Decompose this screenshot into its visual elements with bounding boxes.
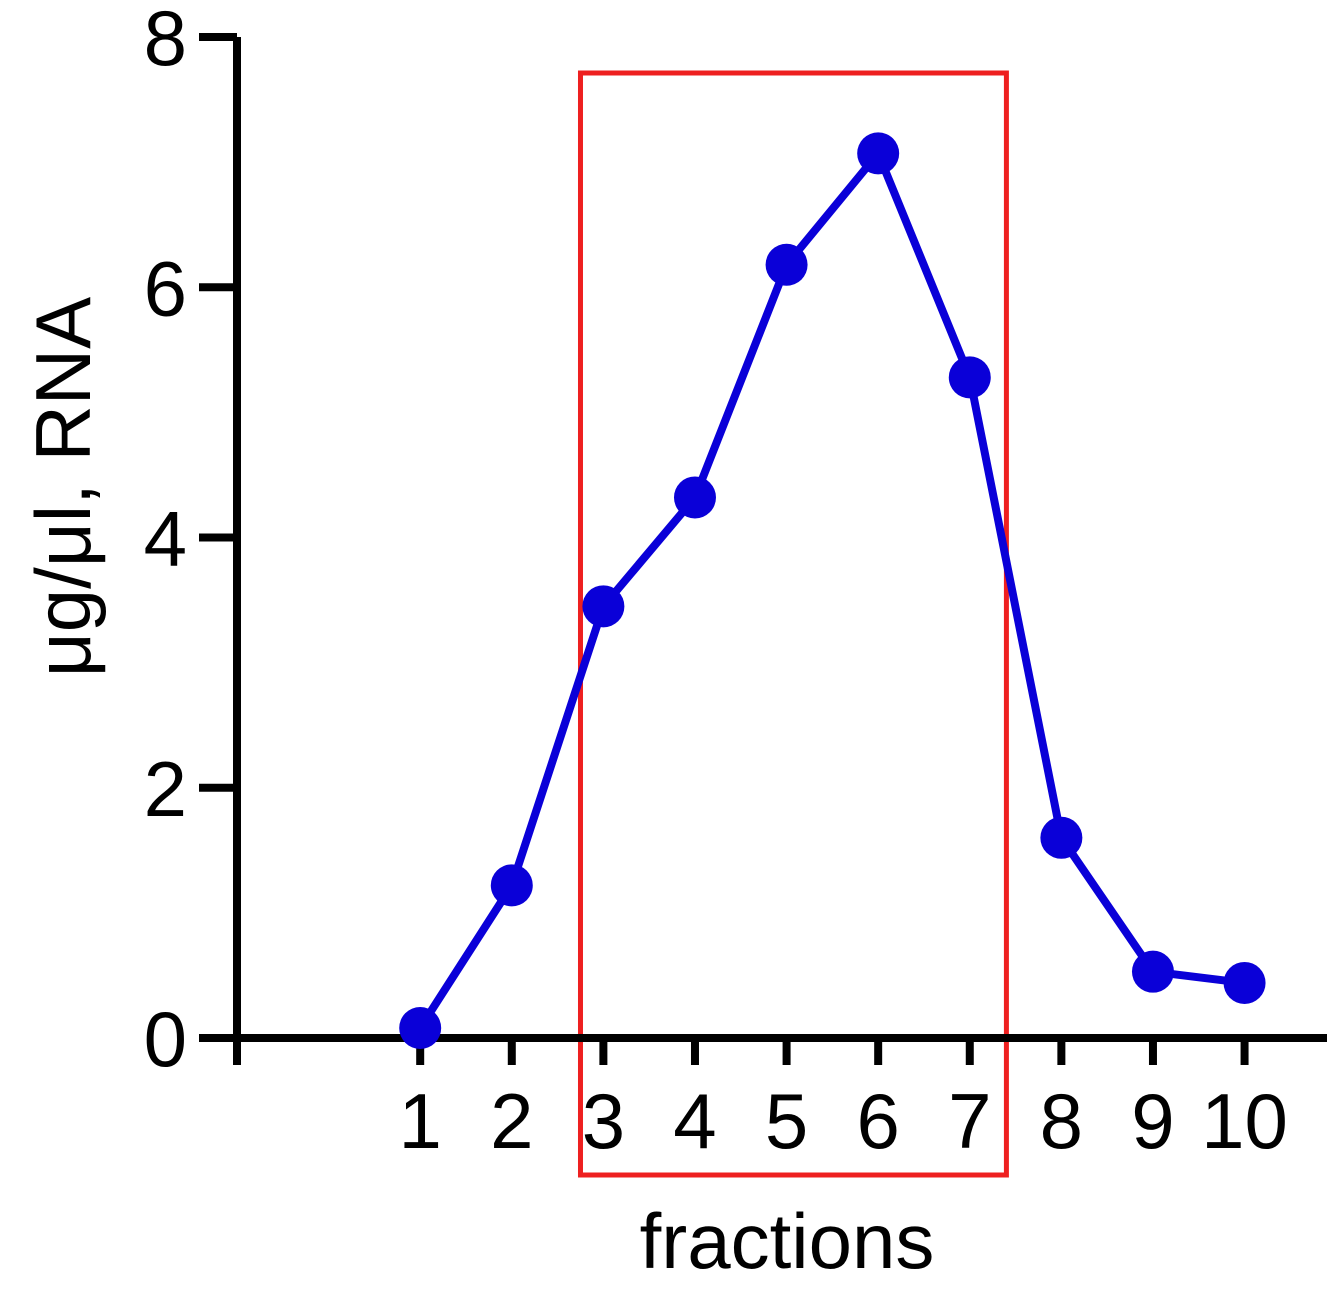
data-point: [948, 356, 991, 399]
axes: [199, 33, 1327, 1065]
data-point: [1223, 961, 1266, 1004]
data-point: [857, 132, 900, 175]
x-tick-label: 9: [1131, 1077, 1174, 1165]
data-point: [1131, 950, 1174, 993]
y-tick-label: 4: [144, 495, 187, 583]
y-tick-label: 8: [144, 0, 187, 82]
series-layer: [399, 132, 1266, 1049]
x-tick-label: 8: [1040, 1077, 1083, 1165]
highlight-box: [577, 70, 1009, 1178]
x-tick-label: 3: [582, 1077, 625, 1165]
data-point: [765, 243, 808, 286]
data-point: [1040, 816, 1083, 859]
y-tick-label: 6: [144, 244, 187, 332]
x-tick-label: 4: [673, 1077, 716, 1165]
y-axis-title: μg/μl, RNA: [19, 297, 107, 677]
x-tick-label: 6: [856, 1077, 899, 1165]
x-tick-label: 10: [1201, 1077, 1288, 1165]
x-tick-label: 1: [398, 1077, 441, 1165]
data-point: [582, 585, 625, 628]
x-tick-label: 5: [765, 1077, 808, 1165]
highlight-layer: [577, 70, 1009, 1178]
x-tick-label: 2: [490, 1077, 533, 1165]
series-line: [416, 149, 1246, 1031]
data-point: [490, 864, 533, 907]
y-tick-label: 0: [144, 995, 187, 1083]
data-point: [399, 1006, 442, 1049]
x-tick-label: 7: [948, 1077, 991, 1165]
y-tick-label: 2: [144, 745, 187, 833]
x-axis-title: fractions: [640, 1197, 935, 1285]
data-point: [673, 476, 716, 519]
